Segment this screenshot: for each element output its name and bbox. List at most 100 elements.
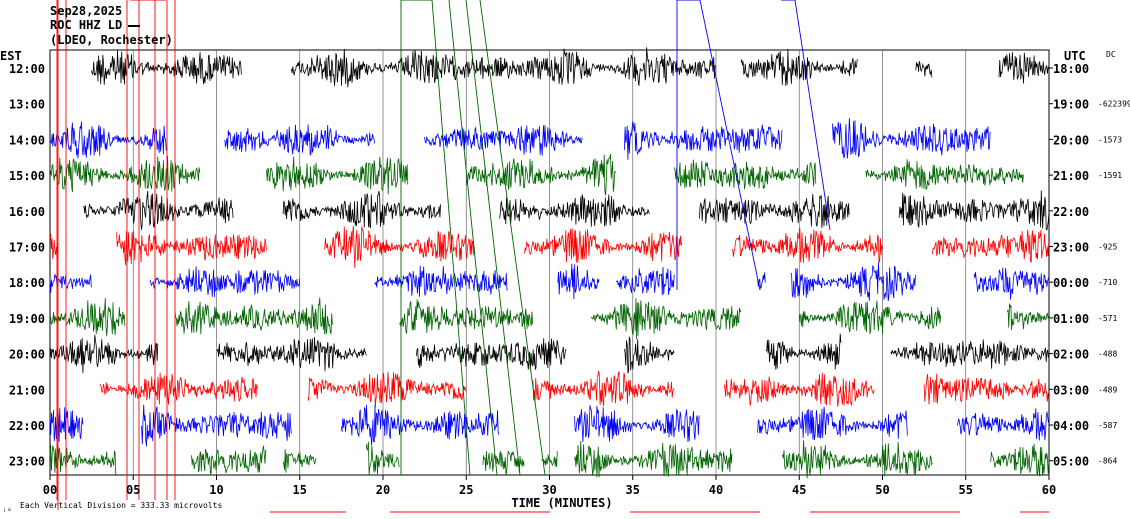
est-hour-label: 18:00 bbox=[9, 276, 45, 290]
trace-segment bbox=[482, 450, 525, 476]
trace-segment bbox=[898, 190, 1050, 231]
dc-offset-label: -587 bbox=[1098, 421, 1117, 430]
utc-hour-label: 23:00 bbox=[1053, 241, 1089, 255]
trace-segment bbox=[1007, 303, 1050, 331]
trace-segment bbox=[541, 451, 558, 468]
x-tick-label: 05 bbox=[126, 483, 140, 497]
utc-hour-label: 21:00 bbox=[1053, 169, 1089, 183]
utc-hour-label: 00:00 bbox=[1053, 276, 1089, 290]
traces bbox=[49, 47, 1050, 479]
trace-segment bbox=[624, 121, 783, 160]
trace-segment bbox=[757, 272, 766, 289]
x-tick-label: 20 bbox=[376, 483, 390, 497]
utc-hour-label: 04:00 bbox=[1053, 419, 1089, 433]
x-tick-label: 15 bbox=[293, 483, 307, 497]
trace-segment bbox=[574, 405, 700, 442]
utc-hour-label: 01:00 bbox=[1053, 312, 1089, 326]
trace-segment bbox=[49, 233, 59, 260]
trace-segment bbox=[757, 406, 908, 441]
est-hour-label: 15:00 bbox=[9, 169, 45, 183]
trace-segment bbox=[915, 61, 933, 78]
trace-segment bbox=[782, 440, 933, 479]
utc-hour-label: 02:00 bbox=[1053, 348, 1089, 362]
trace-segment bbox=[49, 156, 201, 193]
trace-segment bbox=[923, 373, 1050, 405]
trace-segment bbox=[615, 266, 675, 296]
trace-segment bbox=[49, 121, 167, 159]
trace-segment bbox=[524, 228, 683, 263]
trace-segment bbox=[798, 300, 942, 334]
trace-segment bbox=[282, 190, 441, 229]
trace-segment bbox=[732, 228, 883, 263]
est-hour-label: 19:00 bbox=[9, 312, 45, 326]
trace-segment bbox=[424, 125, 583, 156]
utc-label: UTC bbox=[1064, 49, 1086, 63]
dc-offset-label: -710 bbox=[1098, 278, 1117, 287]
utc-hour-label: 19:00 bbox=[1053, 98, 1089, 112]
utc-hour-label: 20:00 bbox=[1053, 133, 1089, 147]
dc-offset-label: -488 bbox=[1098, 350, 1117, 359]
dc-offset-label: -489 bbox=[1098, 385, 1117, 394]
trace-segment bbox=[49, 334, 159, 374]
dc-label: DC bbox=[1106, 50, 1116, 59]
trace-segment bbox=[957, 408, 1049, 441]
est-hour-label: 20:00 bbox=[9, 348, 45, 362]
trace-segment bbox=[973, 267, 1050, 300]
trace-segment bbox=[765, 333, 842, 370]
est-hour-label: 21:00 bbox=[9, 383, 45, 397]
dc-offset-label: -864 bbox=[1098, 457, 1117, 466]
est-hour-label: 17:00 bbox=[9, 241, 45, 255]
est-hour-label: 23:00 bbox=[9, 455, 45, 469]
x-axis-label: TIME (MINUTES) bbox=[511, 496, 612, 510]
footer-note: Each Vertical Division = 333.33 microvol… bbox=[20, 501, 222, 510]
transient-line bbox=[465, 0, 521, 476]
trace-segment bbox=[307, 372, 466, 408]
trace-segment bbox=[465, 153, 617, 196]
trace-segment bbox=[624, 336, 675, 374]
trace-segment bbox=[574, 440, 733, 478]
trace-segment bbox=[532, 370, 675, 407]
trace-segment bbox=[324, 48, 508, 88]
trace-segment bbox=[723, 372, 875, 407]
trace-segment bbox=[49, 297, 126, 337]
trace-segment bbox=[216, 336, 367, 372]
trace-segment bbox=[374, 265, 508, 297]
dc-offset-label: -571 bbox=[1098, 314, 1117, 323]
est-hour-label: 13:00 bbox=[9, 98, 45, 112]
x-tick-label: 55 bbox=[959, 483, 973, 497]
trace-segment bbox=[699, 193, 850, 229]
trace-segment bbox=[399, 299, 533, 334]
trace-segment bbox=[932, 229, 1050, 263]
trace-segment bbox=[590, 298, 742, 340]
est-hour-label: 16:00 bbox=[9, 205, 45, 219]
transient-lines bbox=[56, 0, 1049, 513]
trace-segment bbox=[790, 261, 916, 302]
est-hour-label: 12:00 bbox=[9, 62, 45, 76]
est-label: EST bbox=[0, 49, 22, 63]
trace-segment bbox=[341, 404, 500, 446]
header-network: (LDEO, Rochester) bbox=[50, 33, 173, 47]
trace-segment bbox=[657, 53, 716, 84]
x-tick-label: 60 bbox=[1042, 483, 1056, 497]
trace-segment bbox=[291, 55, 325, 80]
transient-line bbox=[431, 0, 471, 476]
trace-segment bbox=[191, 445, 267, 475]
est-hour-label: 14:00 bbox=[9, 133, 45, 147]
trace-segment bbox=[49, 273, 92, 293]
dc-offset-label: -925 bbox=[1098, 243, 1117, 252]
trace-segment bbox=[415, 338, 567, 371]
trace-segment bbox=[99, 372, 258, 405]
x-tick-label: 35 bbox=[626, 483, 640, 497]
trace-segment bbox=[224, 124, 375, 156]
est-hour-label: 22:00 bbox=[9, 419, 45, 433]
transient-line bbox=[781, 0, 831, 231]
utc-hour-label: 18:00 bbox=[1053, 62, 1089, 76]
x-tick-label: 45 bbox=[792, 483, 806, 497]
trace-segment bbox=[49, 444, 117, 475]
transient-line bbox=[676, 0, 761, 291]
dc-offset-label: -1591 bbox=[1098, 171, 1122, 180]
trace-segment bbox=[890, 339, 1049, 369]
utc-hour-label: 22:00 bbox=[1053, 205, 1089, 219]
utc-hour-label: 03:00 bbox=[1053, 383, 1089, 397]
